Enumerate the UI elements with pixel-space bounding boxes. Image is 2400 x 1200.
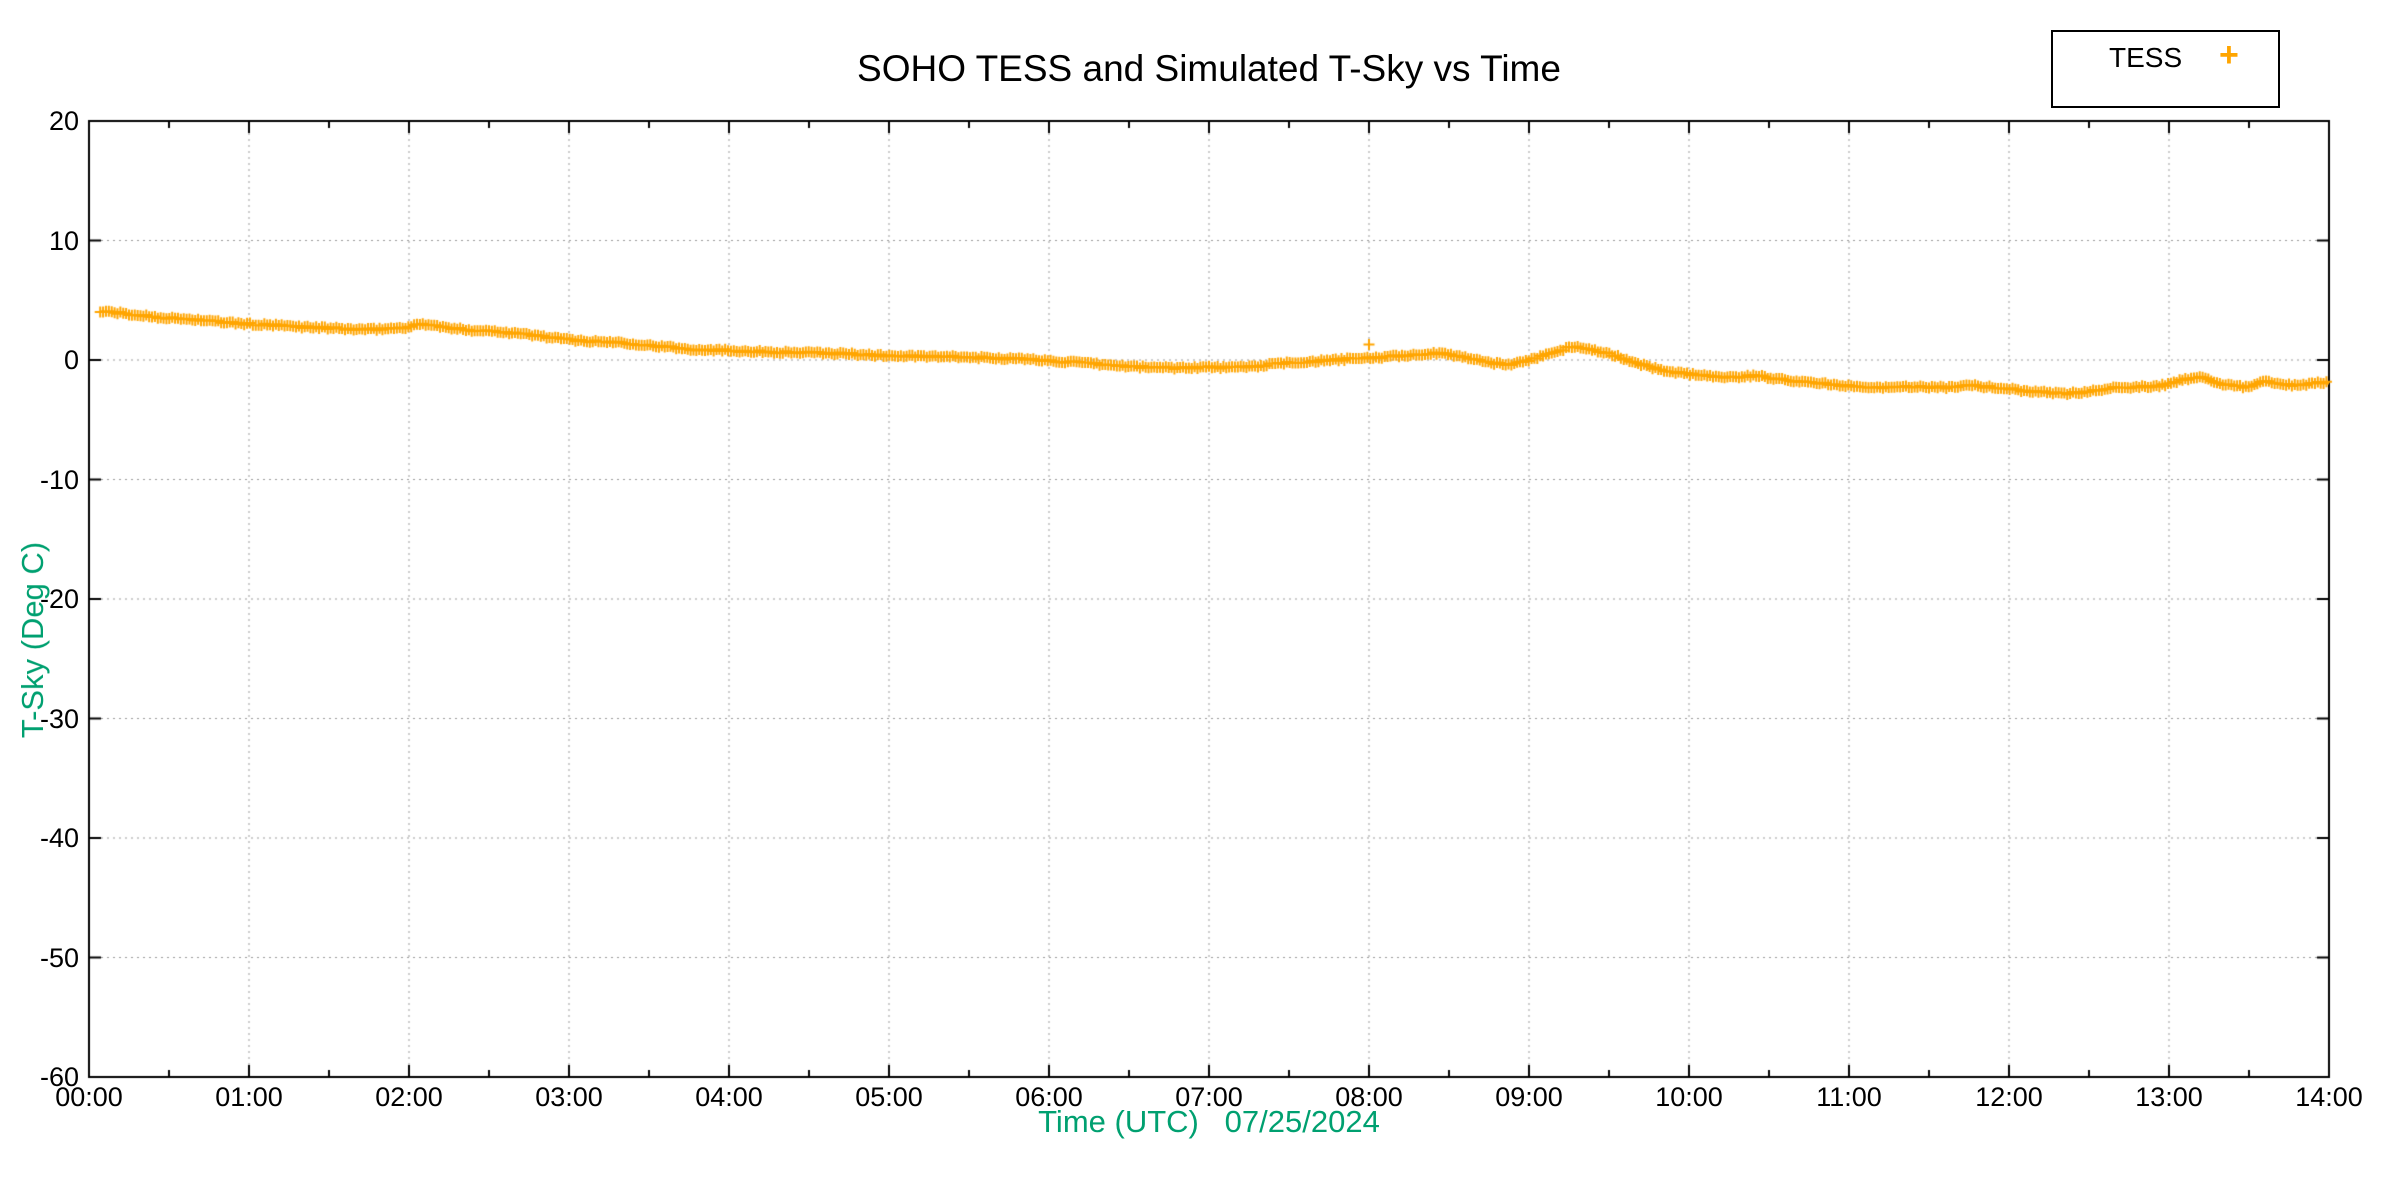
x-axis-label: Time (UTC) 07/25/2024 [1038,1104,1380,1139]
x-tick-label: 10:00 [1655,1082,1723,1112]
y-tick-label: -40 [39,823,79,853]
x-tick-label: 14:00 [2295,1082,2363,1112]
y-tick-label: -50 [39,942,79,973]
x-tick-label: 13:00 [2135,1082,2203,1112]
x-tick-label: 06:00 [1015,1082,1083,1112]
x-tick-label: 01:00 [215,1082,283,1112]
legend-series-label: TESS [2109,42,2183,73]
y-tick-label: 20 [48,106,79,136]
y-tick-label: -60 [39,1062,79,1092]
x-tick-label: 09:00 [1495,1082,1563,1112]
x-tick-label: 07:00 [1175,1082,1243,1112]
y-tick-label: -10 [39,464,79,495]
x-tick-label: 04:00 [695,1082,763,1112]
chart-title: SOHO TESS and Simulated T-Sky vs Time [857,48,1561,89]
x-tick-label: 02:00 [375,1082,443,1112]
y-tick-label: -20 [39,584,79,614]
y-tick-label: -30 [39,703,79,734]
x-tick-label: 08:00 [1335,1082,1403,1112]
x-tick-label: 03:00 [535,1082,603,1112]
y-tick-label: 10 [48,225,79,256]
x-tick-label: 12:00 [1975,1082,2043,1112]
x-tick-label: 11:00 [1816,1082,1882,1112]
y-tick-label: 0 [63,345,79,375]
plus-marker-icon: + [2219,36,2239,74]
x-tick-label: 05:00 [855,1082,923,1112]
legend: TESS + [2051,30,2280,108]
x-tick-label: 00:00 [55,1082,123,1112]
